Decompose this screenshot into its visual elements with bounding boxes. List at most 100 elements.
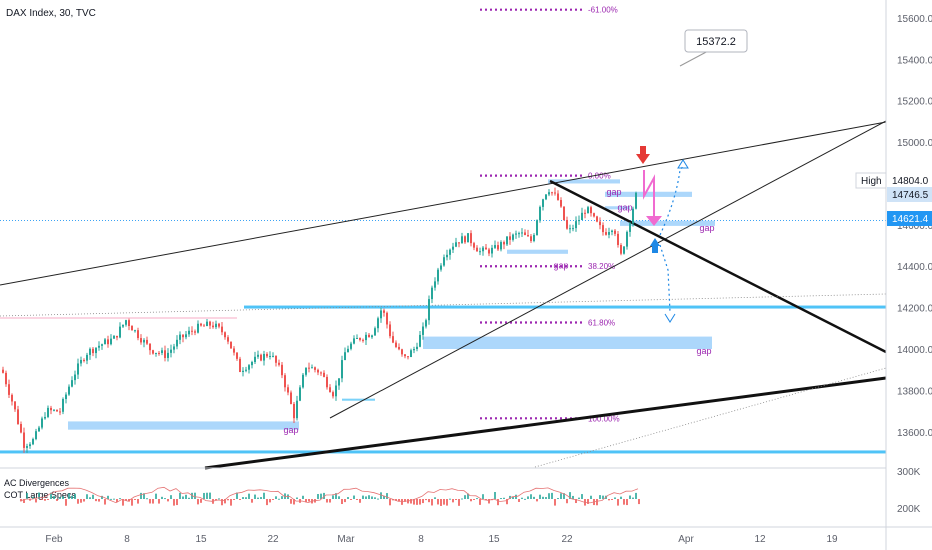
indicator-bar — [242, 497, 244, 499]
candle — [449, 249, 451, 255]
candle — [368, 334, 370, 338]
indicator-bar — [92, 494, 94, 499]
indicator-bar — [437, 499, 439, 505]
candle — [95, 347, 97, 354]
indicator-bar — [479, 499, 481, 505]
candle — [572, 228, 574, 230]
indicator-bar — [431, 499, 433, 506]
projection-down-head — [664, 313, 676, 323]
indicator-bar — [254, 494, 256, 499]
red-down-arrow — [636, 146, 650, 164]
candle — [509, 236, 511, 240]
candle — [194, 331, 196, 333]
candle — [584, 212, 586, 214]
indicator-bar — [620, 496, 622, 499]
candle — [233, 348, 235, 353]
indicator-bar — [44, 499, 46, 501]
candle — [503, 242, 505, 245]
candle — [254, 356, 256, 362]
candle — [257, 354, 259, 357]
indicator-bar — [326, 499, 328, 503]
indicator-bar — [269, 499, 271, 503]
dotted-guide — [534, 367, 887, 468]
indicator-bar — [308, 499, 310, 502]
indicator-bar — [617, 499, 619, 506]
fib-label: 100.00% — [588, 414, 620, 423]
candle — [623, 246, 625, 254]
indicator-bar — [368, 495, 370, 499]
indicator-bar — [596, 499, 598, 506]
indicator-bar — [122, 499, 124, 506]
candle — [185, 334, 187, 338]
candle — [590, 207, 592, 214]
indicator-bar — [65, 499, 67, 506]
y-tick-label: 15000.0 — [897, 138, 932, 149]
candle — [50, 407, 52, 411]
candle — [230, 341, 232, 349]
candle — [314, 367, 316, 370]
indicator-bar — [374, 497, 376, 499]
candle — [203, 325, 205, 327]
indicator-bar — [425, 499, 427, 501]
candle — [458, 242, 460, 244]
indicator-bar — [506, 499, 508, 505]
indicator-bar — [257, 497, 259, 499]
candle — [629, 223, 631, 232]
candle — [296, 400, 298, 419]
indicator-y-tick: 200K — [897, 504, 921, 515]
candle — [356, 338, 358, 340]
x-tick-label: Mar — [337, 534, 355, 545]
candle — [53, 409, 55, 411]
indicator-bar — [473, 499, 475, 500]
indicator-bar — [164, 498, 166, 500]
gap-label: gap — [617, 202, 632, 212]
candle — [395, 342, 397, 347]
indicator-panel: AC Divergences COT Large Specs 300K 200K — [4, 467, 921, 515]
indicator-bar — [173, 499, 175, 506]
channel-bottom-line — [329, 120, 887, 419]
candle — [56, 409, 58, 412]
indicator-bar — [455, 499, 457, 500]
candle — [455, 242, 457, 247]
candle — [434, 281, 436, 288]
indicator-bar — [203, 492, 205, 499]
candle — [134, 330, 136, 332]
candle — [407, 356, 409, 358]
indicator-bar — [560, 493, 562, 499]
gap-label: gap — [699, 223, 714, 233]
support-line — [0, 450, 886, 454]
candle — [620, 244, 622, 254]
indicator-bar — [149, 499, 151, 504]
candle — [494, 245, 496, 248]
indicator-bar — [290, 499, 292, 504]
indicator-label: AC Divergences — [4, 478, 70, 488]
indicator-bar — [215, 499, 217, 500]
candle — [245, 369, 247, 371]
candle — [83, 359, 85, 361]
up-trend-line — [204, 376, 887, 470]
indicator-bar — [143, 493, 145, 499]
indicator-bar — [536, 499, 538, 502]
candle — [62, 399, 64, 412]
gap-zone — [423, 336, 712, 349]
indicator-bar — [428, 499, 430, 503]
candle — [344, 352, 346, 361]
candle — [521, 232, 523, 234]
candle — [491, 247, 493, 254]
indicator-bar — [137, 499, 139, 504]
candle — [80, 359, 82, 364]
down-trend-line — [549, 179, 887, 354]
indicator-bar — [422, 499, 424, 504]
candle — [281, 364, 283, 376]
candle — [200, 323, 202, 326]
candle — [626, 231, 628, 247]
candle — [512, 234, 514, 240]
candle — [371, 335, 373, 338]
indicator-bar — [590, 495, 592, 499]
candle — [191, 330, 193, 332]
indicator-bar — [380, 492, 382, 499]
candle — [635, 192, 637, 209]
indicator-bar — [152, 499, 154, 504]
